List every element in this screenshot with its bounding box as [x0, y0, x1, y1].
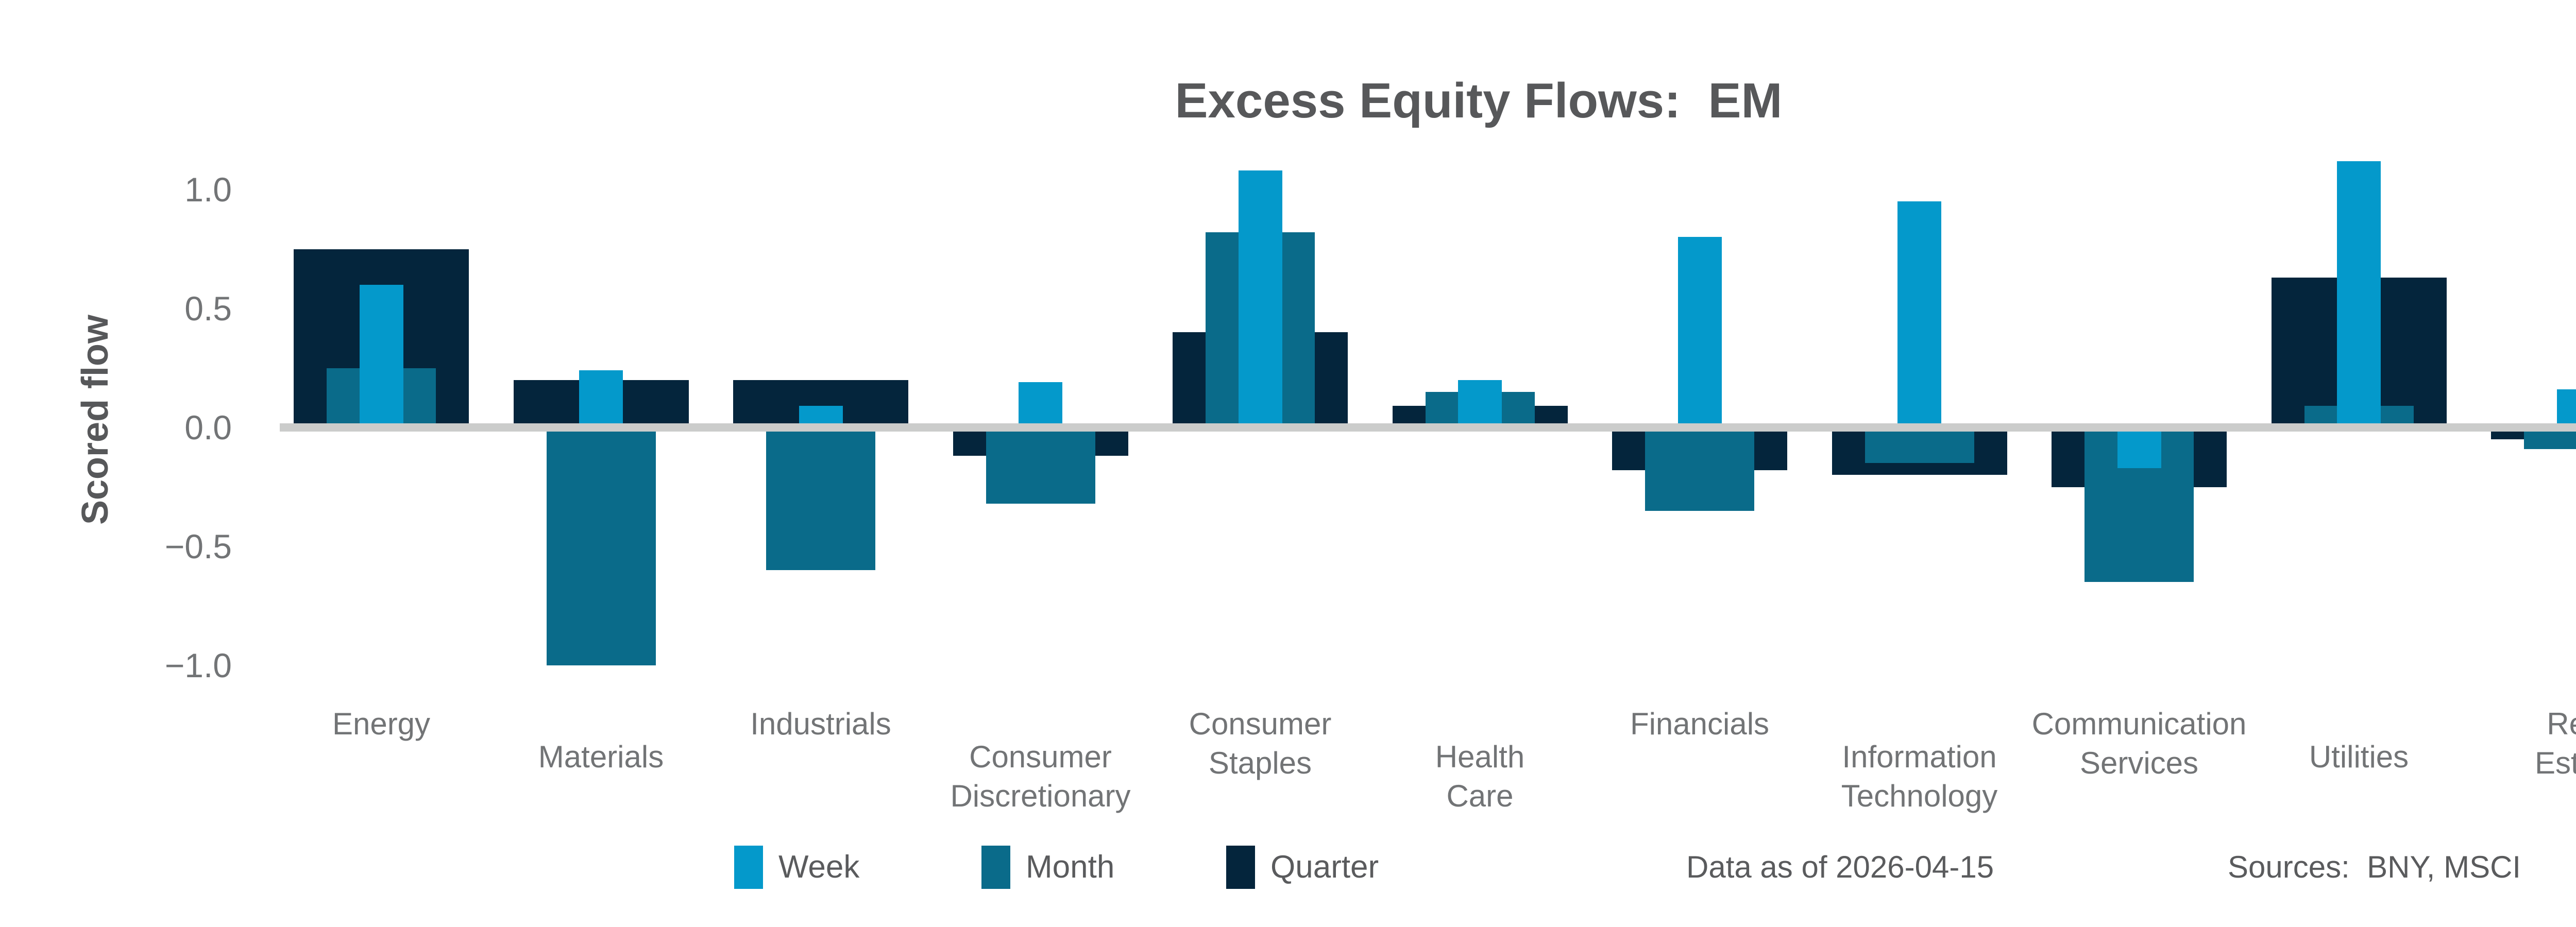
- legend-item-quarter: Quarter: [1226, 845, 1379, 890]
- sources-caption: Sources: BNY, MSCI: [2228, 850, 2521, 884]
- legend-swatch-month: [981, 846, 1010, 889]
- bar-week-real-estate: [2556, 389, 2576, 427]
- bar-month-materials: [546, 427, 656, 665]
- bar-month-information-technology: [1865, 427, 1974, 464]
- bar-month-industrials: [766, 427, 875, 571]
- legend-label-quarter: Quarter: [1270, 849, 1379, 885]
- data-as-of-caption: Data as of 2026-04-15: [1686, 850, 1994, 884]
- bar-week-health-care: [1458, 380, 1502, 427]
- chart-title: Excess Equity Flows: EM: [1175, 73, 1783, 128]
- legend-swatch-quarter: [1226, 846, 1255, 889]
- x-category-label-industrials: Industrials: [750, 707, 891, 741]
- y-tick-label-0.5: 0.5: [184, 289, 232, 328]
- legend-swatch-week: [734, 846, 763, 889]
- y-tick-label-−0.5: −0.5: [164, 527, 232, 565]
- zero-baseline: [280, 423, 2576, 432]
- bar-month-financials: [1645, 427, 1754, 511]
- y-tick-label-0.0: 0.0: [184, 408, 232, 447]
- y-tick-label-−1.0: −1.0: [164, 646, 232, 684]
- x-category-label-health-care: Health Care: [1435, 740, 1525, 813]
- legend-item-week: Week: [734, 845, 859, 890]
- x-category-label-real-estate: RealEstate: [2534, 707, 2576, 780]
- x-category-label-consumer-staples: Consumer Staples: [1189, 707, 1332, 780]
- bar-week-utilities: [2337, 161, 2381, 427]
- x-category-label-communication-services: Communication Services: [2031, 707, 2247, 780]
- x-category-label-utilities: Utilities: [2309, 740, 2409, 774]
- x-category-label-financials: Financials: [1630, 707, 1770, 741]
- legend-item-month: Month: [981, 845, 1114, 890]
- x-category-label-materials: Materials: [538, 740, 664, 774]
- bar-week-consumer-discretionary: [1019, 382, 1062, 427]
- legend-label-week: Week: [778, 849, 860, 885]
- bar-month-consumer-discretionary: [986, 427, 1095, 504]
- bar-week-financials: [1677, 237, 1722, 427]
- x-category-label-consumer-discretionary: Consumer Discretionary: [950, 740, 1131, 813]
- legend-label-month: Month: [1026, 849, 1115, 885]
- x-category-label-energy: Energy: [332, 707, 431, 741]
- bar-week-consumer-staples: [1238, 170, 1282, 427]
- y-tick-label-1.0: 1.0: [184, 170, 232, 209]
- x-category-label-information-technology: Information Technology: [1841, 740, 1998, 813]
- bar-week-energy: [359, 284, 403, 427]
- bar-week-materials: [579, 370, 623, 427]
- bar-week-information-technology: [1897, 201, 1941, 427]
- bar-week-communication-services: [2117, 427, 2161, 468]
